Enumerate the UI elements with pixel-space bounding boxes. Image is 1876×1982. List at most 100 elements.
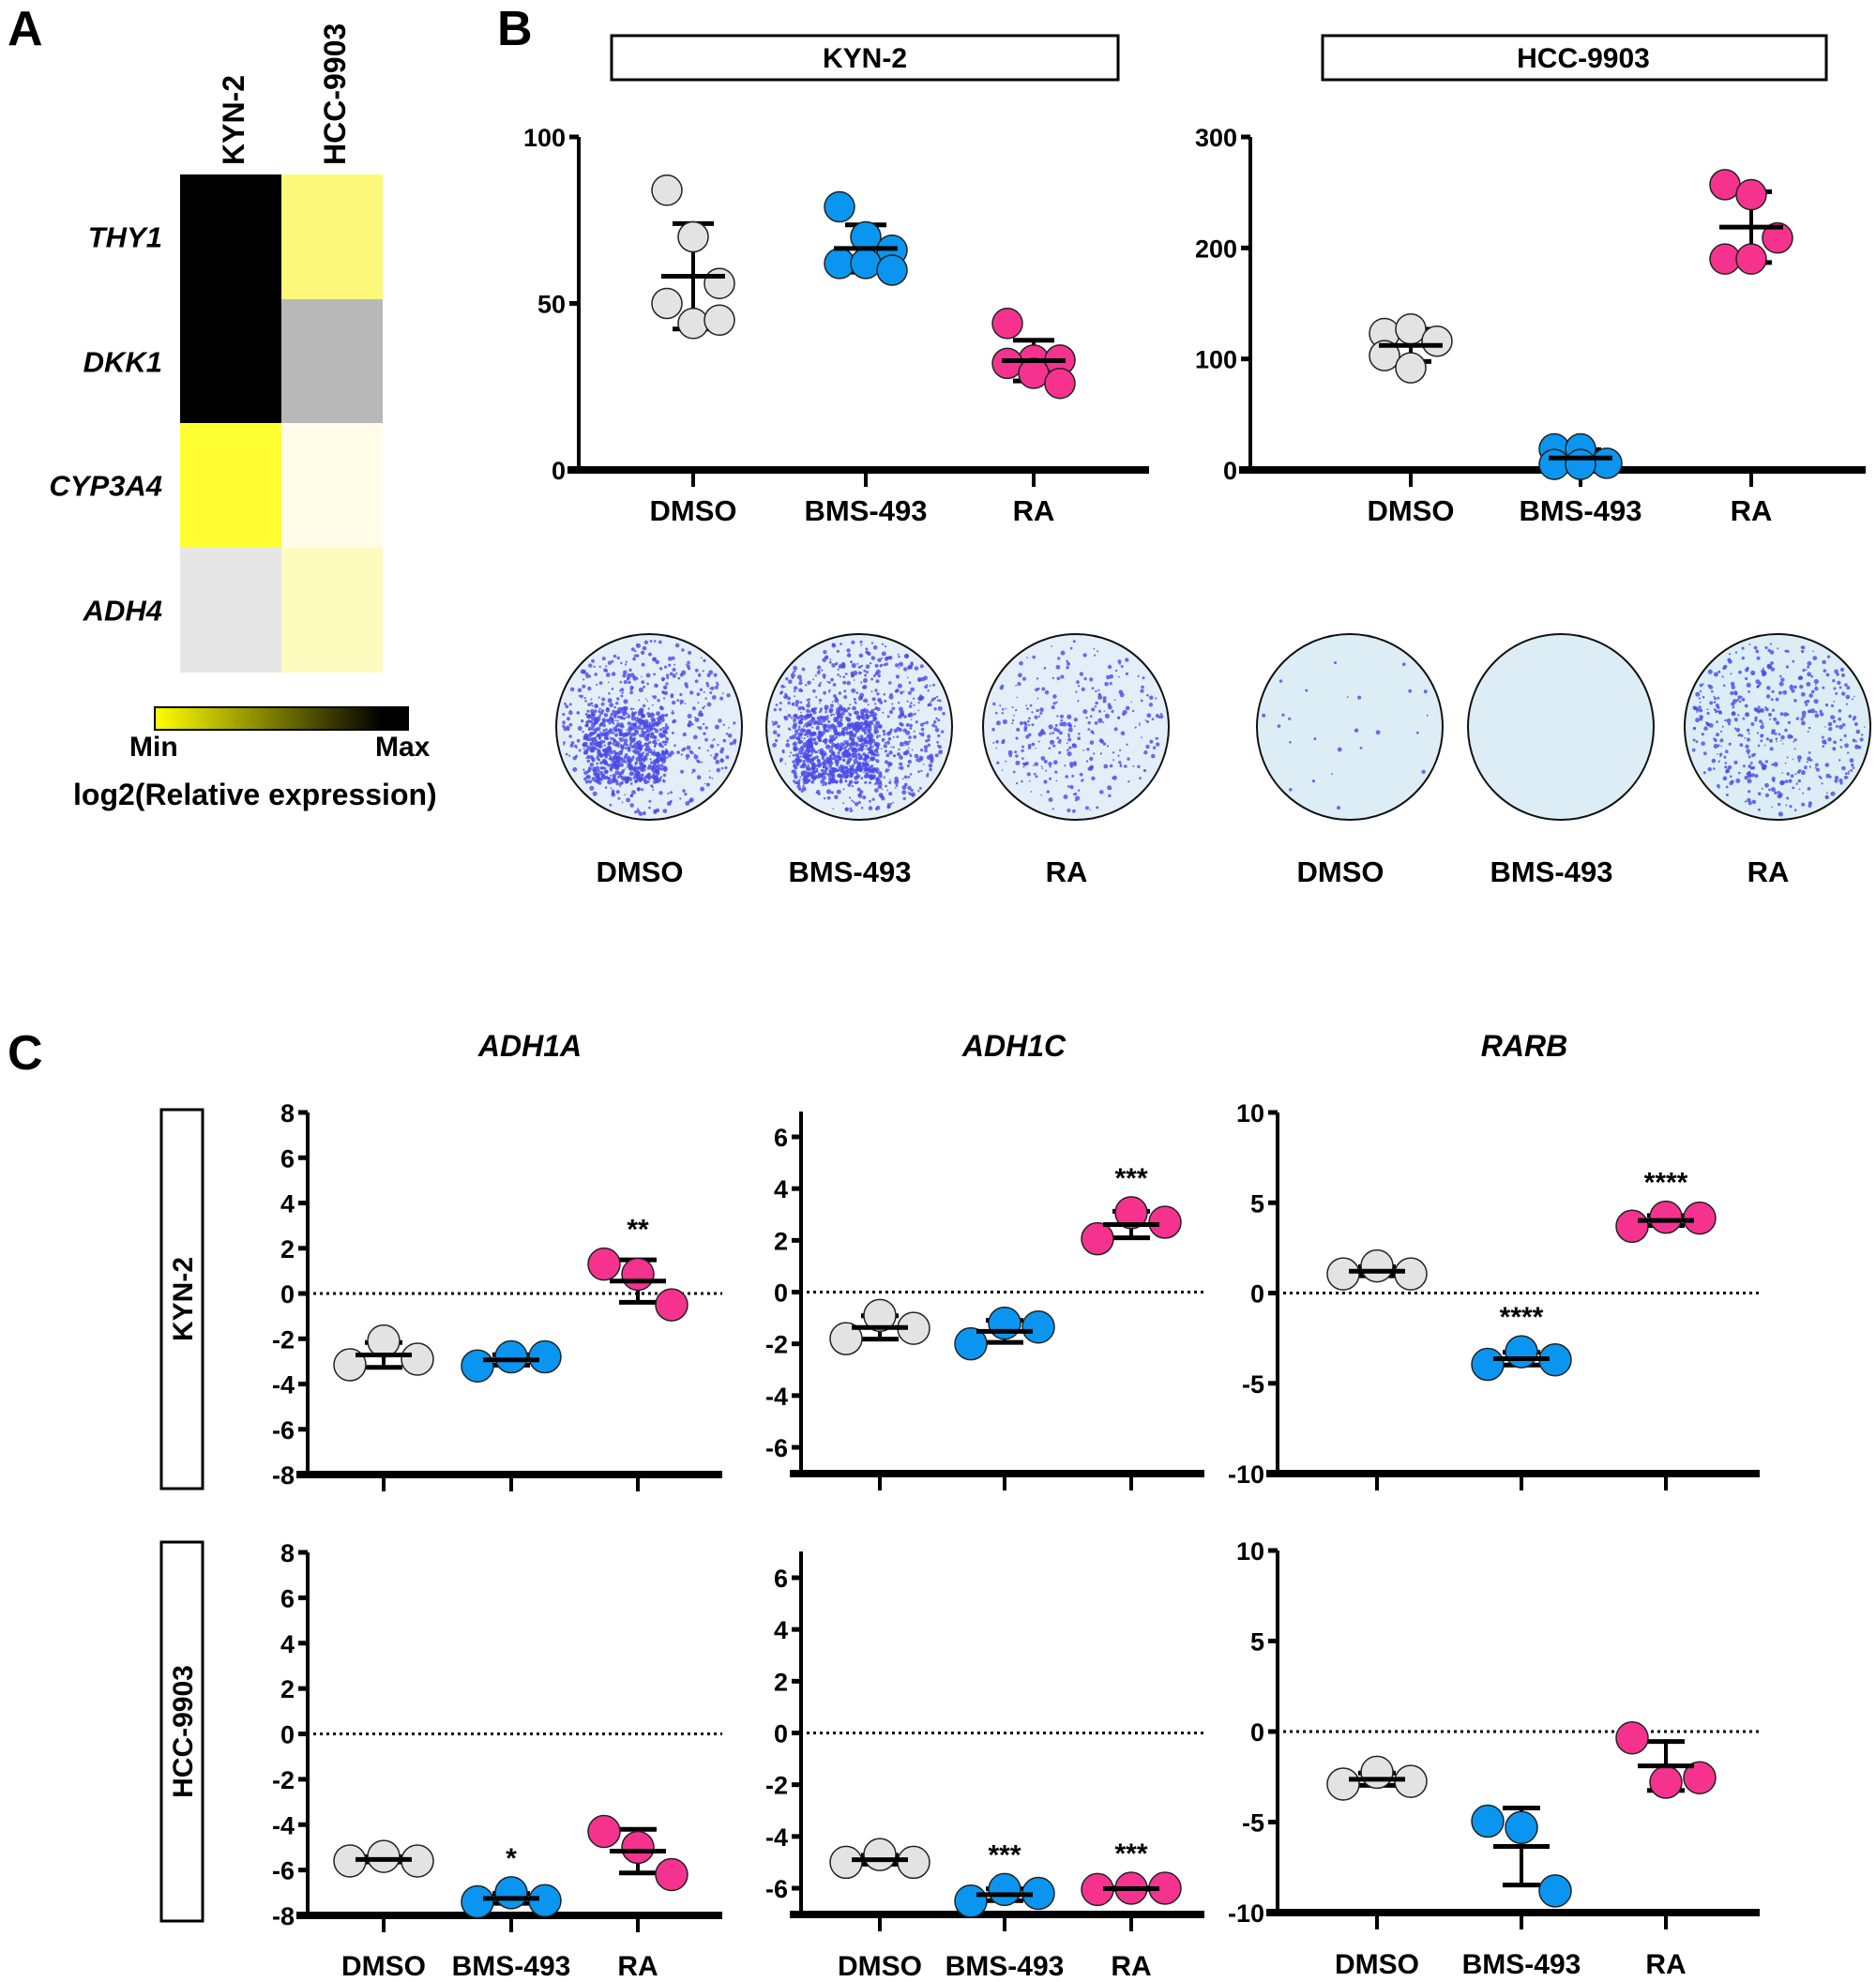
colony-dot [674, 643, 680, 648]
colony-dot [793, 722, 798, 727]
colony-dot [1742, 764, 1746, 768]
colony-dot [904, 744, 906, 747]
colony-dot [909, 754, 913, 758]
colony-dot [1789, 685, 1794, 689]
colony-dot [603, 776, 605, 778]
colony-dot [587, 728, 591, 731]
colony-dot [793, 779, 795, 783]
y-tick-label: -4 [272, 1371, 295, 1400]
colony-dot [927, 689, 930, 692]
colony-dot [714, 685, 719, 690]
colony-dot [1145, 744, 1150, 749]
colony-dot [1143, 750, 1148, 755]
colony-dot [772, 743, 777, 748]
colony-dot [1717, 670, 1721, 673]
colony-dot [918, 732, 921, 735]
colony-dot [594, 739, 598, 745]
colony-dot [1830, 715, 1835, 719]
colony-dot [665, 723, 668, 726]
colony-dot [924, 749, 928, 753]
colony-dot [616, 719, 619, 722]
colony-dot [1807, 731, 1809, 733]
colony-dot [641, 680, 645, 685]
colony-dot [1084, 806, 1090, 810]
colony-dot [915, 758, 920, 763]
colony-dot [915, 720, 918, 724]
colony-dot [1125, 672, 1128, 676]
data-point [1471, 1804, 1505, 1838]
colony-dot [930, 698, 935, 702]
colony-dot [1027, 724, 1031, 727]
colony-dot [650, 732, 655, 735]
colony-dot [1778, 690, 1782, 695]
colony-dot [656, 717, 659, 720]
colony-dot [869, 799, 871, 803]
colony-dot [1822, 659, 1826, 665]
data-point [677, 308, 709, 340]
colony-dot [582, 750, 587, 755]
colony-dot [665, 736, 669, 740]
colony-dot [612, 709, 616, 714]
colony-dot [1778, 792, 1783, 797]
colony-dot [857, 671, 862, 675]
colony-dot [626, 766, 628, 768]
colony-dot [653, 673, 656, 676]
colony-dot [620, 780, 624, 785]
colony-dot [832, 767, 838, 773]
colony-dot [1099, 752, 1103, 755]
colony-dot [929, 767, 932, 772]
colony-dot [684, 793, 688, 796]
colony-dot [1835, 692, 1838, 695]
colony-dot [826, 795, 831, 800]
colony-dot [603, 668, 608, 673]
colony-dot [859, 739, 862, 742]
colony-dot [1083, 677, 1087, 681]
colony-dot [1089, 756, 1094, 762]
colony-dot [938, 745, 942, 749]
plate-well [1467, 633, 1655, 821]
colony-dot [1806, 761, 1808, 764]
colony-dot [829, 658, 832, 661]
colony-dot [992, 741, 995, 744]
y-tick-label: 10 [1236, 1537, 1264, 1566]
colony-dot [1844, 683, 1848, 687]
colony-dot [1808, 693, 1813, 698]
heatmap-row-label: THY1 [88, 221, 162, 254]
colony-dot [577, 688, 582, 693]
colony-dot [1711, 689, 1714, 693]
colony-dot [1104, 713, 1110, 719]
colony-dot [852, 743, 855, 747]
colony-dot [643, 764, 646, 768]
colony-dot [1067, 749, 1069, 752]
colony-dot [848, 722, 854, 727]
y-tick-label: 4 [280, 1630, 295, 1658]
colony-dot [624, 760, 628, 764]
colony-dot [873, 717, 878, 720]
colony-dot [622, 724, 625, 727]
significance-stars: **** [1500, 1302, 1544, 1333]
colony-dot [835, 759, 840, 763]
colony-dot [1111, 709, 1114, 714]
colony-dot [811, 726, 814, 729]
colony-dot [598, 714, 601, 718]
colony-dot [1757, 744, 1761, 748]
colony-dot [1079, 772, 1083, 777]
colony-dot [818, 734, 822, 738]
colony-dot [647, 780, 650, 783]
colony-dot [1415, 731, 1419, 734]
colony-dot [634, 810, 637, 814]
y-tick-label: -6 [272, 1857, 295, 1885]
colony-dot [828, 690, 830, 693]
colony-dot [1151, 753, 1156, 759]
colony-dot [785, 677, 789, 681]
colony-dot [847, 770, 852, 775]
colony-dot [722, 723, 725, 726]
colony-dot [680, 769, 685, 774]
colony-dot [652, 740, 656, 744]
colony-dot [597, 749, 598, 750]
colony-dot [1097, 688, 1100, 692]
colony-dot [1017, 682, 1021, 687]
colony-dot [613, 737, 615, 741]
colony-dot [877, 673, 881, 678]
colony-dot [941, 730, 945, 734]
